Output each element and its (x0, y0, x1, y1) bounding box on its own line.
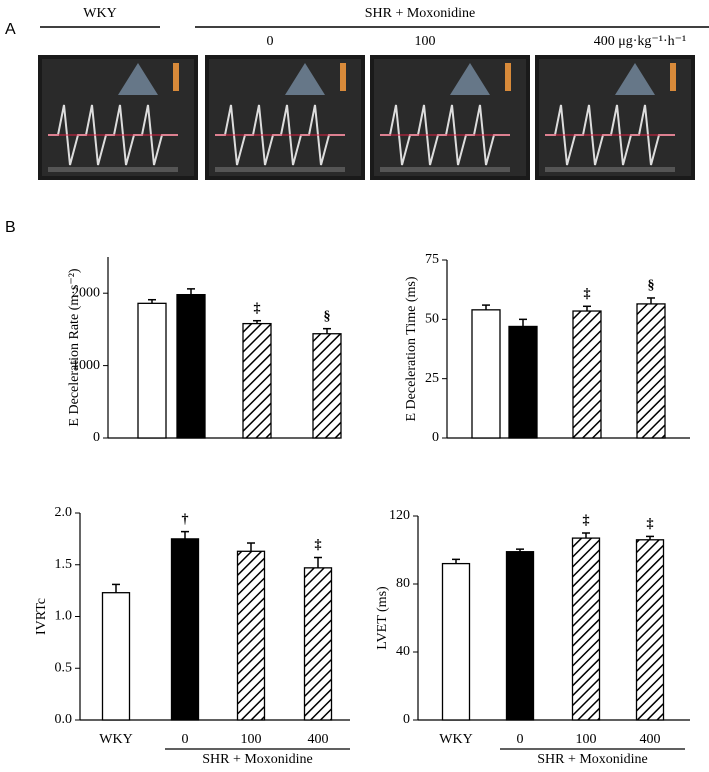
dose-label: 100 (415, 34, 436, 49)
significance-marker: § (648, 278, 655, 293)
y-axis-label: E Deceleration Rate (m·s⁻²) (67, 268, 82, 426)
y-tick-label: 0.5 (55, 660, 73, 675)
x-tick-label: 400 (308, 732, 329, 747)
dose-label: 400 μg·kg⁻¹·h⁻¹ (594, 34, 687, 49)
significance-marker: ‡ (647, 517, 654, 532)
x-tick-label: WKY (439, 732, 472, 747)
bar (572, 310, 602, 439)
significance-marker: ‡ (583, 513, 590, 528)
bar (312, 333, 342, 439)
bar (137, 302, 167, 439)
y-tick-label: 80 (396, 576, 410, 591)
y-tick-label: 1.5 (55, 557, 73, 572)
bar (242, 322, 272, 439)
echo-image (204, 54, 366, 181)
significance-marker: † (182, 512, 189, 527)
y-tick-label: 1.0 (55, 609, 73, 624)
y-tick-label: 0 (432, 430, 439, 445)
panel-label: B (5, 219, 16, 236)
x-tick-label: 0 (517, 732, 524, 747)
significance-marker: ‡ (254, 301, 261, 316)
significance-marker: ‡ (315, 538, 322, 553)
echo-image (534, 54, 696, 181)
y-tick-label: 50 (425, 312, 439, 327)
bar (303, 567, 333, 721)
bar (636, 303, 666, 439)
y-tick-label: 2.0 (55, 505, 73, 520)
bar (508, 325, 538, 439)
y-tick-label: 0 (93, 430, 100, 445)
x-tick-label: 400 (640, 732, 661, 747)
y-tick-label: 40 (396, 644, 410, 659)
x-tick-label: WKY (99, 732, 132, 747)
y-tick-label: 75 (425, 252, 439, 267)
y-tick-label: 2000 (72, 285, 100, 300)
y-tick-label: 0 (403, 712, 410, 727)
echo-image (369, 54, 531, 181)
bar (505, 551, 535, 721)
x-tick-label: 100 (576, 732, 597, 747)
group-label: SHR + Moxonidine (202, 752, 313, 767)
significance-marker: ‡ (584, 286, 591, 301)
bar (571, 537, 601, 721)
dose-label: 0 (267, 34, 274, 49)
bar (635, 539, 665, 721)
group-label: WKY (83, 6, 116, 21)
y-axis-label: LVET (ms) (375, 586, 390, 650)
panel-label: A (5, 21, 16, 38)
bar (170, 538, 200, 721)
significance-marker: § (324, 309, 331, 324)
echo-image (37, 54, 199, 181)
y-tick-label: 1000 (72, 358, 100, 373)
y-tick-label: 25 (425, 371, 439, 386)
y-axis-label: IVRTc (34, 598, 49, 635)
bar (236, 550, 266, 721)
group-label: SHR + Moxonidine (537, 752, 648, 767)
y-axis-label: E Deceleration Time (ms) (404, 276, 419, 421)
bar (471, 309, 501, 439)
x-tick-label: 0 (182, 732, 189, 747)
group-label: SHR + Moxonidine (365, 6, 476, 21)
y-tick-label: 0.0 (55, 712, 73, 727)
bar (441, 562, 471, 721)
bar (101, 592, 131, 721)
y-tick-label: 120 (389, 508, 410, 523)
x-tick-label: 100 (241, 732, 262, 747)
bar (176, 293, 206, 439)
